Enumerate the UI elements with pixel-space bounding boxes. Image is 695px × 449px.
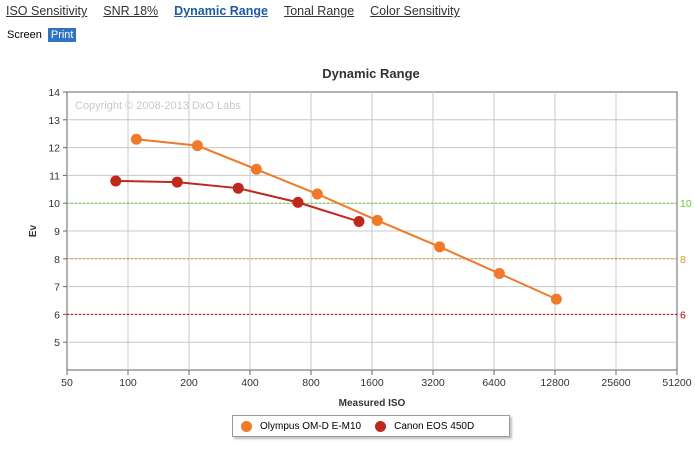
y-tick-label: 5 [54,337,60,349]
reference-label-8: 8 [680,254,686,266]
reference-lines: 10 8 6 [67,198,692,321]
chart-title: Dynamic Range [322,66,420,81]
legend-item-canon[interactable]: Canon EOS 450D [375,420,475,432]
axes: 50 100 200 400 800 1600 3200 6400 12800 25600 5120… [48,87,691,389]
data-point-series-0-7 [550,293,562,305]
y-tick-label: 14 [48,87,60,99]
data-point-series-1-0 [110,175,122,187]
data-point-series-0-1 [191,140,203,152]
data-point-series-1-1 [171,176,183,188]
x-tick-label: 51200 [662,377,691,389]
tab-tonal-range[interactable]: Tonal Range [283,4,355,18]
legend-label-canon: Canon EOS 450D [394,420,475,432]
tab-iso-sensitivity[interactable]: ISO Sensitivity [6,4,88,18]
data-point-series-0-4 [371,214,383,226]
screen-button[interactable]: Screen [7,29,42,41]
tab-color-sensitivity[interactable]: Color Sensitivity [370,4,460,18]
x-tick-label: 800 [302,377,320,389]
print-button[interactable]: Print [47,28,77,42]
x-tick-label: 200 [180,377,198,389]
x-tick-label: 6400 [482,377,506,389]
y-tick-label: 6 [54,309,60,321]
tab-bar: ISO Sensitivity SNR 18% Dynamic Range To… [6,4,460,22]
tab-snr-18[interactable]: SNR 18% [103,4,159,18]
x-tick-label: 100 [119,377,137,389]
series-line-0 [136,138,557,301]
data-point-series-0-2 [250,163,262,175]
y-axis-label: Ev [28,224,39,237]
legend-item-olympus[interactable]: Olympus OM-D E-M10 [241,420,362,432]
x-tick-label: 50 [61,377,73,389]
data-point-series-0-6 [493,268,505,280]
data-point-series-1-3 [292,196,304,208]
reference-label-10: 10 [680,198,692,210]
data-point-series-1-4 [353,216,365,228]
y-tick-label: 12 [48,143,60,155]
y-tick-label: 11 [49,170,60,182]
reference-label-6: 6 [680,309,686,321]
data-point-series-0-0 [130,133,142,145]
x-axis-label: Measured ISO [339,398,406,409]
x-tick-label: 400 [241,377,259,389]
y-tick-label: 10 [48,198,60,210]
legend-marker-olympus [241,420,252,432]
data-point-series-0-3 [311,188,323,200]
x-tick-label: 1600 [360,377,384,389]
y-tick-label: 7 [54,282,60,294]
x-tick-label: 3200 [421,377,445,389]
data-point-series-0-5 [434,241,446,253]
chart-legend: Olympus OM-D E-M10 Canon EOS 450D [232,415,510,437]
tab-dynamic-range[interactable]: Dynamic Range [174,4,268,18]
x-tick-label: 12800 [540,377,569,389]
series-layer [110,133,562,305]
legend-marker-canon [375,420,387,432]
legend-label-olympus: Olympus OM-D E-M10 [260,420,362,432]
data-point-series-1-2 [232,182,244,194]
y-tick-label: 9 [54,226,60,238]
x-tick-label: 25600 [601,377,630,389]
y-tick-label: 8 [54,254,60,266]
copyright-watermark: Copyright © 2008-2013 DxO Labs [75,100,241,112]
y-tick-label: 13 [48,115,60,127]
view-toggle: Screen Print [4,28,77,42]
